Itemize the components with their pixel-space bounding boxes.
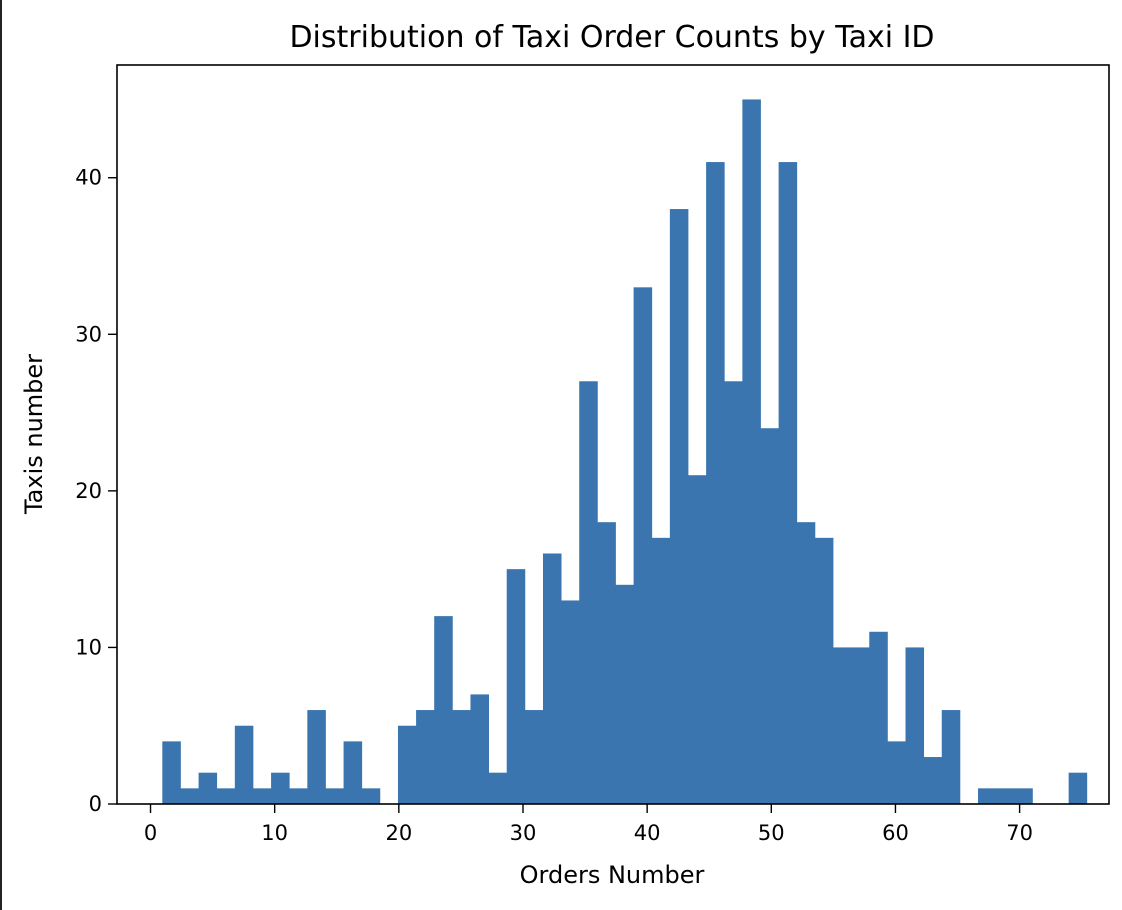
histogram-bar [325,788,344,804]
x-axis-label: Orders Number [520,861,705,889]
x-tick-label: 20 [385,821,412,845]
histogram-bar [887,741,906,804]
window-edge [0,0,2,910]
histogram-bar [778,162,798,805]
y-axis-ticks: 0 10 20 30 40 [75,166,117,816]
x-tick-label: 50 [758,821,785,845]
histogram-bar [760,428,780,804]
histogram-bar [198,772,218,804]
y-tick-label: 10 [75,635,102,659]
histogram-bar [615,584,635,804]
histogram-bar [506,569,526,804]
histogram-bar [361,788,381,804]
y-tick-label: 40 [75,166,102,190]
plot-frame [116,64,1110,805]
x-tick-label: 40 [634,821,661,845]
histogram-bar [978,788,997,804]
histogram-bar [416,710,435,804]
y-tick-label: 0 [89,792,102,816]
histogram-bar [307,710,326,804]
histogram-bar [597,522,616,804]
y-axis-label: Taxis number [20,354,48,515]
histogram-bar [180,788,199,804]
histogram-bar [796,522,816,804]
histogram-bar [561,600,580,804]
y-tick-label: 20 [75,479,102,503]
histogram-bar [162,741,181,804]
histogram-bar [452,710,471,804]
x-axis-ticks: 0 10 20 30 40 50 60 70 [144,804,1033,845]
histogram-bar [343,741,363,804]
bars-group [162,99,1088,805]
histogram-bar [996,788,1015,804]
histogram-bar [289,788,308,804]
histogram-bar [488,772,508,804]
histogram-bar [579,381,598,804]
histogram-bar [470,694,489,804]
histogram-bar [434,616,453,804]
histogram-bar [851,647,870,804]
histogram-bar [687,475,707,804]
histogram-bar [1068,772,1088,804]
x-tick-label: 10 [261,821,288,845]
histogram-bar [941,710,961,804]
x-tick-label: 60 [882,821,909,845]
histogram-bar [216,788,236,804]
x-tick-label: 70 [1006,821,1033,845]
histogram-bar [234,725,254,804]
histogram-bar [651,537,671,804]
histogram-bar [724,381,743,804]
histogram-bar [833,647,852,804]
histogram-bar [706,162,725,805]
histogram-bar [1014,788,1033,804]
chart-title: Distribution of Taxi Order Counts by Tax… [289,20,934,55]
histogram-bar [905,647,925,804]
x-tick-label: 30 [510,821,537,845]
histogram-bar [814,537,834,804]
histogram-bar [633,287,653,804]
histogram-bar [923,757,943,804]
y-tick-label: 30 [75,322,102,346]
histogram-bar [397,725,417,804]
histogram-bar [869,631,888,804]
x-tick-label: 0 [144,821,157,845]
histogram-bar [542,553,562,804]
histogram-bar [669,209,689,805]
histogram-bar [742,99,761,804]
histogram-bar [271,772,290,804]
histogram-bar [524,710,544,804]
histogram-bar [252,788,272,804]
